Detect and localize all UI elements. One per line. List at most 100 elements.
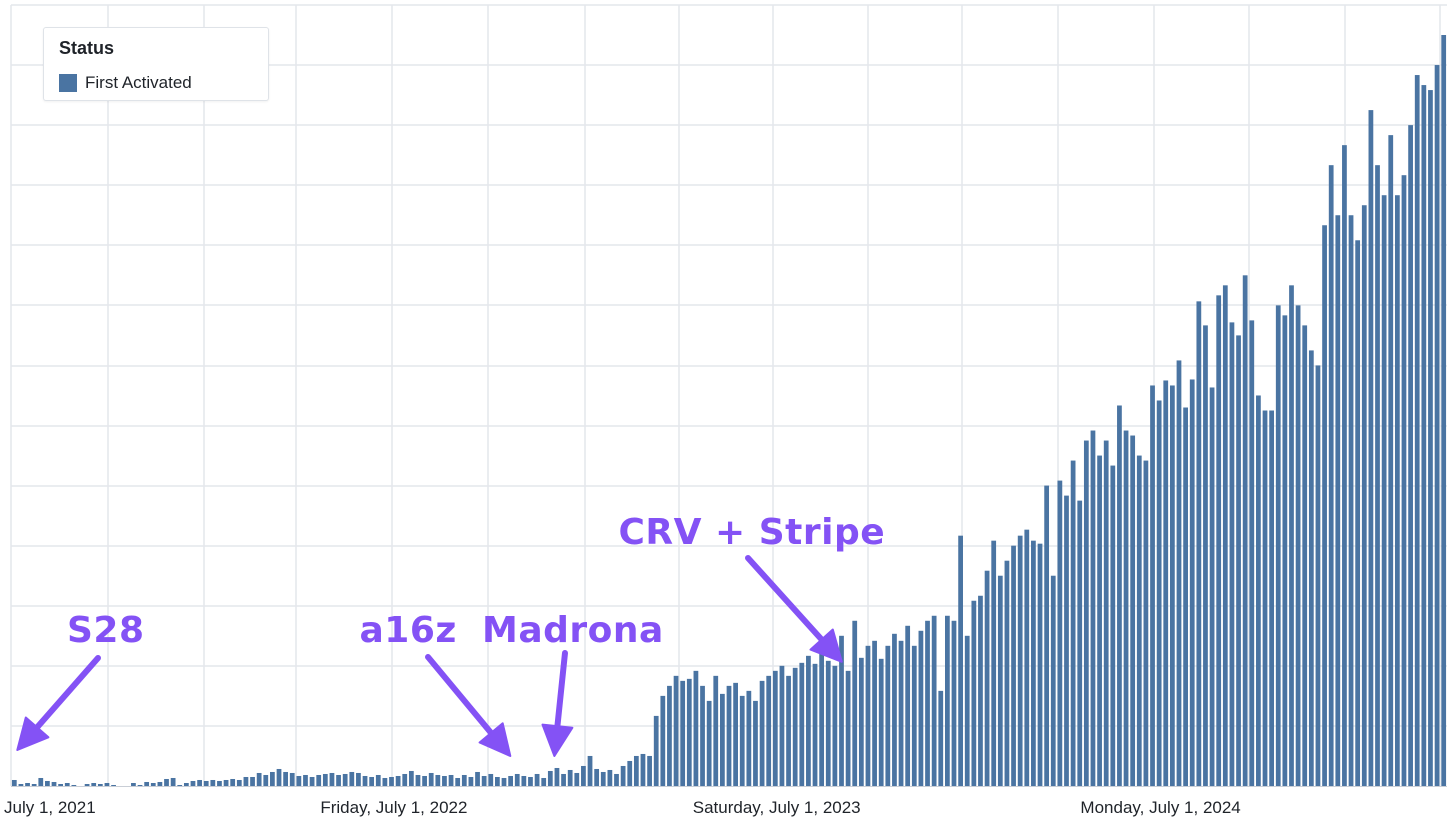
bar[interactable]	[150, 783, 156, 786]
bar[interactable]	[1222, 285, 1228, 786]
bar[interactable]	[389, 776, 394, 786]
legend-entry[interactable]: First Activated	[59, 73, 192, 93]
bar[interactable]	[71, 785, 77, 786]
bar[interactable]	[872, 640, 877, 786]
bar[interactable]	[1262, 410, 1268, 787]
bar[interactable]	[375, 774, 381, 786]
bar[interactable]	[1024, 529, 1030, 786]
bar[interactable]	[938, 690, 944, 786]
bar[interactable]	[428, 772, 434, 786]
bar[interactable]	[51, 781, 57, 786]
bar[interactable]	[746, 690, 752, 786]
bar[interactable]	[594, 768, 600, 786]
bar[interactable]	[1368, 110, 1374, 787]
bar[interactable]	[104, 783, 110, 786]
bar[interactable]	[799, 662, 805, 786]
bar[interactable]	[1130, 435, 1136, 786]
bar[interactable]	[1308, 350, 1314, 786]
bar[interactable]	[971, 600, 977, 786]
bar[interactable]	[303, 774, 308, 786]
bar[interactable]	[984, 570, 990, 786]
bar[interactable]	[137, 785, 143, 786]
bar[interactable]	[858, 657, 864, 786]
bar[interactable]	[918, 630, 924, 786]
bar[interactable]	[1203, 325, 1208, 786]
bar[interactable]	[945, 615, 950, 786]
bar[interactable]	[25, 783, 30, 786]
bar[interactable]	[395, 775, 401, 786]
bar[interactable]	[667, 685, 672, 786]
bar[interactable]	[521, 775, 527, 786]
bar[interactable]	[1348, 215, 1354, 787]
bar[interactable]	[97, 784, 103, 786]
bar[interactable]	[488, 773, 494, 786]
bar[interactable]	[1176, 360, 1182, 786]
bar[interactable]	[1123, 430, 1129, 786]
bar[interactable]	[706, 700, 712, 786]
bar[interactable]	[1242, 275, 1248, 786]
bar[interactable]	[362, 775, 368, 786]
bar[interactable]	[468, 776, 474, 786]
bar[interactable]	[792, 667, 798, 786]
bar[interactable]	[1414, 75, 1420, 787]
bar[interactable]	[547, 770, 553, 786]
bar[interactable]	[382, 777, 388, 786]
bar[interactable]	[825, 660, 831, 786]
bar[interactable]	[190, 780, 196, 786]
bar[interactable]	[45, 780, 50, 786]
bar[interactable]	[673, 675, 679, 786]
bar[interactable]	[111, 785, 116, 786]
bar[interactable]	[1328, 165, 1334, 787]
bar[interactable]	[31, 784, 37, 786]
bar[interactable]	[448, 774, 454, 786]
bar[interactable]	[1302, 325, 1308, 786]
bar[interactable]	[1077, 500, 1083, 786]
bar[interactable]	[508, 775, 513, 786]
bar[interactable]	[203, 780, 209, 786]
bar[interactable]	[693, 670, 699, 786]
bar[interactable]	[289, 772, 295, 786]
bar[interactable]	[720, 693, 725, 786]
bar[interactable]	[356, 772, 361, 786]
bar[interactable]	[276, 768, 282, 786]
bar[interactable]	[349, 771, 355, 786]
bar[interactable]	[647, 755, 652, 786]
bar[interactable]	[607, 769, 613, 786]
bar[interactable]	[534, 773, 540, 786]
bar[interactable]	[898, 640, 904, 786]
bar[interactable]	[1163, 380, 1169, 786]
bar[interactable]	[806, 655, 811, 786]
bar[interactable]	[1275, 305, 1281, 786]
bar[interactable]	[713, 675, 719, 786]
bar[interactable]	[1375, 165, 1380, 787]
bar[interactable]	[1110, 465, 1116, 786]
bar[interactable]	[514, 773, 520, 786]
bar[interactable]	[600, 771, 606, 786]
bar[interactable]	[144, 781, 150, 786]
bar[interactable]	[753, 700, 758, 786]
bar[interactable]	[779, 665, 785, 786]
bar[interactable]	[84, 784, 90, 786]
bar[interactable]	[911, 645, 917, 786]
bar[interactable]	[1050, 575, 1056, 786]
bar[interactable]	[786, 675, 791, 786]
bar[interactable]	[256, 772, 262, 786]
bar[interactable]	[1434, 65, 1440, 787]
bar[interactable]	[1269, 410, 1275, 787]
bar[interactable]	[177, 785, 183, 786]
bar[interactable]	[455, 777, 461, 786]
bar[interactable]	[402, 773, 408, 786]
bar[interactable]	[1335, 215, 1341, 787]
bar[interactable]	[640, 753, 646, 786]
bar[interactable]	[322, 773, 328, 786]
bar[interactable]	[1295, 305, 1301, 786]
bar[interactable]	[283, 771, 288, 786]
bar[interactable]	[217, 780, 222, 786]
bar[interactable]	[170, 777, 176, 786]
bar[interactable]	[131, 783, 136, 786]
bar[interactable]	[197, 779, 202, 786]
bar[interactable]	[892, 633, 897, 786]
bar[interactable]	[342, 773, 348, 786]
bar[interactable]	[1229, 322, 1235, 786]
bar[interactable]	[1070, 460, 1076, 786]
